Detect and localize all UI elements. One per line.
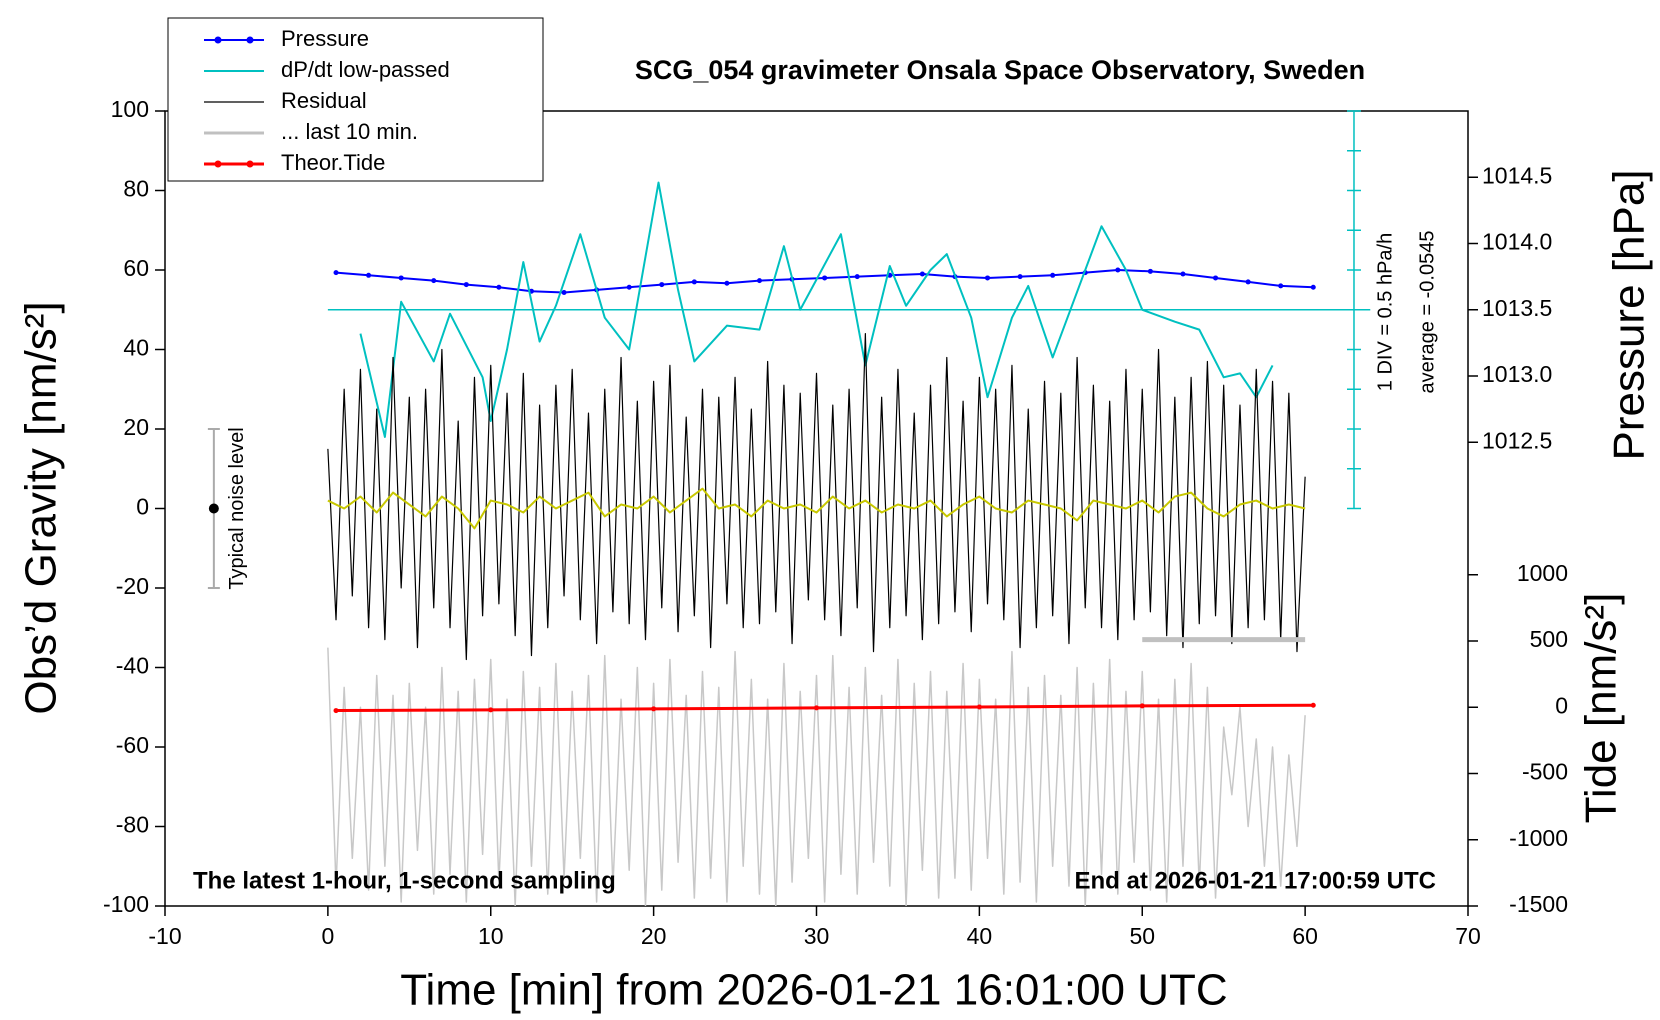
x-tick-label: 10 [478, 923, 504, 949]
series-line [327, 487, 1306, 530]
series-point [756, 278, 762, 284]
x-tick-label: -10 [148, 923, 181, 949]
series-point [691, 279, 697, 285]
series-point [463, 282, 469, 288]
series-point [659, 282, 665, 288]
noise-point [208, 503, 219, 514]
y-axis-label: Obs’d Gravity [nm/s²] [17, 301, 66, 714]
series-point [626, 284, 632, 290]
noise-label: Typical noise level [226, 427, 248, 589]
y-tick-label: 20 [123, 414, 149, 440]
chart-title: SCG_054 gravimeter Onsala Space Observat… [635, 55, 1365, 85]
series-point [488, 707, 494, 713]
x-axis-label: Time [min] from 2026-01-21 16:01:00 UTC [400, 966, 1227, 1015]
y3-tick-label: 500 [1530, 626, 1568, 652]
x-tick-label: 40 [967, 923, 993, 949]
x-tick-label: 60 [1292, 923, 1318, 949]
annotation: average = -0.0545 [1416, 231, 1438, 394]
annotation: The latest 1-hour, 1-second sampling [193, 867, 616, 894]
series-point [1310, 702, 1316, 708]
series-point [1050, 272, 1056, 278]
series-point [822, 275, 828, 281]
series-point [724, 280, 730, 286]
series-point [985, 275, 991, 281]
annotation: 1 DIV = 0.5 hPa/h [1374, 233, 1396, 391]
series-point [333, 270, 339, 276]
series-point [561, 290, 567, 296]
annotation: End at 2026-01-21 17:00:59 UTC [1075, 867, 1437, 894]
series-point [496, 284, 502, 290]
y2-tick-label: 1012.5 [1482, 427, 1552, 453]
x-tick-label: 30 [804, 923, 830, 949]
series-point [1115, 267, 1121, 273]
legend-label: ... last 10 min. [281, 119, 418, 144]
y3-tick-label: 0 [1555, 692, 1568, 718]
legend-label: Pressure [281, 26, 369, 51]
series-line [327, 647, 1306, 906]
series-point [1278, 283, 1284, 289]
x-tick-label: 20 [641, 923, 667, 949]
legend-label: Theor.Tide [281, 150, 385, 175]
overlay: Pressure dP/dt low-passed Residual ... last… [167, 17, 1438, 894]
series-point [1017, 274, 1023, 280]
legend-label: Residual [281, 88, 367, 113]
y3-tick-label: -1500 [1509, 891, 1568, 917]
y-tick-label: -20 [116, 573, 149, 599]
y3-tick-label: -500 [1522, 759, 1568, 785]
y2-tick-label: 1013.5 [1482, 295, 1552, 321]
y3-tick-label: 1000 [1517, 560, 1568, 586]
series-point [919, 271, 925, 277]
series-point [976, 704, 982, 710]
series-point [1213, 275, 1219, 281]
y3-axis-label: Tide [nm/s²] [1577, 593, 1626, 824]
series-point [333, 708, 339, 714]
y3-tick-label: -1000 [1509, 825, 1568, 851]
x-tick-label: 0 [321, 923, 334, 949]
series-point [854, 274, 860, 280]
y2-tick-label: 1014.0 [1482, 229, 1552, 255]
series-point [431, 278, 437, 284]
x-tick-label: 70 [1455, 923, 1481, 949]
series-line [359, 181, 1274, 438]
y-tick-label: 80 [123, 176, 149, 202]
y-tick-label: 100 [111, 96, 149, 122]
series-line [335, 269, 1314, 294]
legend-label: dP/dt low-passed [281, 57, 450, 82]
y-tick-label: -80 [116, 812, 149, 838]
legend-dot [246, 36, 254, 44]
legend-dot [214, 160, 222, 168]
x-tick-label: 50 [1129, 923, 1155, 949]
series-line [327, 333, 1306, 661]
y2-tick-label: 1013.0 [1482, 361, 1552, 387]
legend-box [167, 17, 544, 182]
y2-tick-label: 1014.5 [1482, 162, 1552, 188]
series-line [336, 703, 1314, 713]
y-tick-label: 40 [123, 335, 149, 361]
y-tick-label: -40 [116, 653, 149, 679]
series-point [1310, 284, 1316, 290]
plot-area [327, 181, 1371, 906]
y-tick-label: -60 [116, 732, 149, 758]
series-point [1180, 271, 1186, 277]
y2-axis-label: Pressure [hPa] [1605, 169, 1654, 460]
y-tick-label: 60 [123, 255, 149, 281]
y-tick-label: -100 [103, 891, 149, 917]
series-point [1245, 279, 1251, 285]
series-point [398, 275, 404, 281]
series-point [1139, 703, 1145, 709]
y-tick-label: 0 [136, 494, 149, 520]
series-point [1147, 268, 1153, 274]
series-point [814, 705, 819, 711]
series-point [651, 706, 657, 712]
legend-dot [246, 160, 254, 168]
legend-dot [214, 36, 222, 44]
series-point [366, 272, 372, 278]
